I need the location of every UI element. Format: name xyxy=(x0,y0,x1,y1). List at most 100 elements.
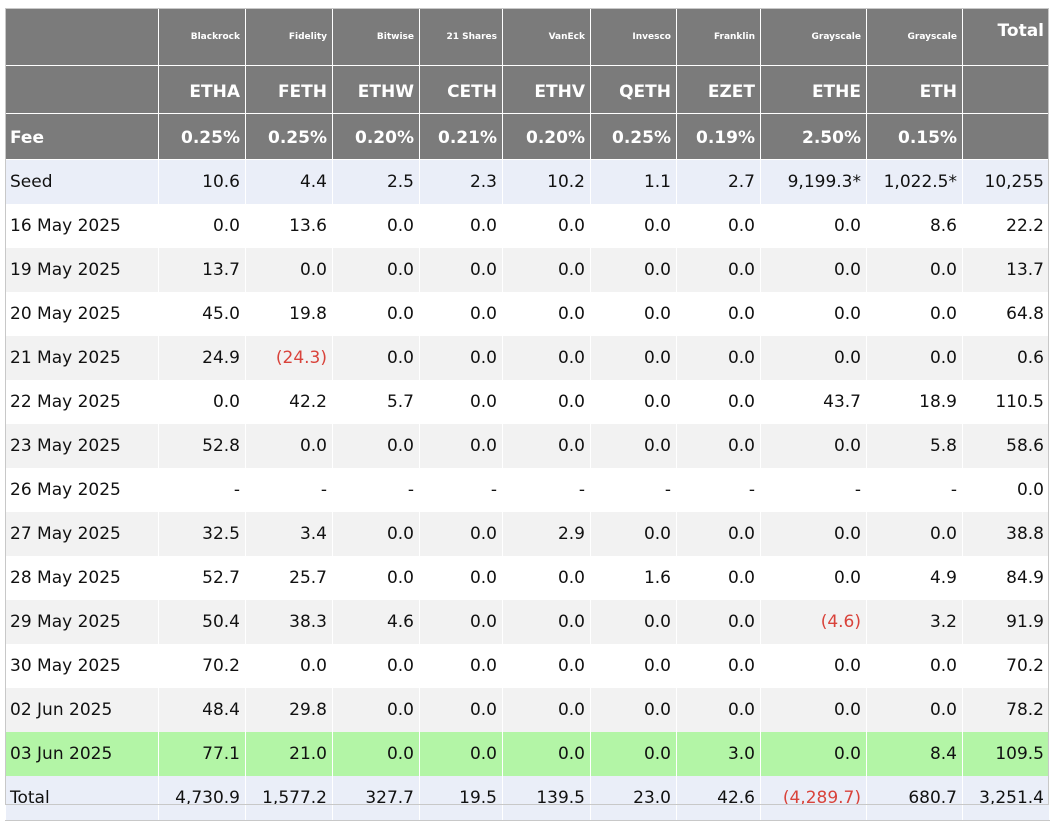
flow-value-cell: 0.0 xyxy=(332,292,420,336)
row-total-cell: 91.9 xyxy=(962,600,1050,644)
row-total-cell: 78.2 xyxy=(962,688,1050,732)
flow-value-cell: 5.8 xyxy=(866,424,963,468)
flow-value-cell: 42.6 xyxy=(676,776,761,821)
flow-value-cell: 0.0 xyxy=(419,292,503,336)
flow-value-cell: 0.0 xyxy=(332,732,420,776)
issuer-name: Bitwise xyxy=(332,8,420,66)
table-row: 21 May 2025 24.9 (24.3) 0.0 0.0 0.0 0.0 0.0 0.0 0… xyxy=(5,336,1050,380)
flow-value-cell: 0.0 xyxy=(502,600,591,644)
flow-value-cell: 50.4 xyxy=(158,600,246,644)
total-row: Total 4,730.9 1,577.2 327.7 19.5 139.5 23.0 42.… xyxy=(5,776,1050,821)
flow-value-cell: (4.6) xyxy=(760,600,867,644)
flow-value-cell: 23.0 xyxy=(590,776,677,821)
row-label: 22 May 2025 xyxy=(5,380,159,424)
fee-value: 0.21% xyxy=(419,113,503,160)
fee-value: 0.25% xyxy=(245,113,333,160)
flow-value-cell: 2.7 xyxy=(676,159,761,204)
row-total-cell: 22.2 xyxy=(962,204,1050,248)
flow-value-cell: 0.0 xyxy=(866,248,963,292)
flow-value-cell: 0.0 xyxy=(332,424,420,468)
flow-value-cell: 2.3 xyxy=(419,159,503,204)
flow-value-cell: 0.0 xyxy=(419,336,503,380)
flow-value-cell: 3.2 xyxy=(866,600,963,644)
flow-value-cell: 38.3 xyxy=(245,600,333,644)
flow-value-cell: 0.0 xyxy=(502,204,591,248)
flow-value-cell: - xyxy=(676,468,761,512)
flow-value-cell: 21.0 xyxy=(245,732,333,776)
flow-value-cell: 0.0 xyxy=(590,248,677,292)
flow-value-cell: 45.0 xyxy=(158,292,246,336)
row-total-cell: 0.0 xyxy=(962,468,1050,512)
flow-value-cell: 0.0 xyxy=(590,204,677,248)
fee-value: 0.25% xyxy=(590,113,677,160)
row-total-cell: 70.2 xyxy=(962,644,1050,688)
flow-value-cell: 8.6 xyxy=(866,204,963,248)
flow-value-cell: 4.9 xyxy=(866,556,963,600)
flow-value-cell: - xyxy=(502,468,591,512)
flow-value-cell: 0.0 xyxy=(158,380,246,424)
issuer-name: Fidelity xyxy=(245,8,333,66)
row-total-cell: 38.8 xyxy=(962,512,1050,556)
ticker-header-row: ETHA FETH ETHW CETH ETHV QETH EZET ETHE … xyxy=(5,65,1050,114)
ticker: ETHE xyxy=(760,65,867,114)
flow-value-cell: 0.0 xyxy=(866,644,963,688)
flow-value-cell: - xyxy=(760,468,867,512)
flow-value-cell: 2.5 xyxy=(332,159,420,204)
fee-value: 2.50% xyxy=(760,113,867,160)
issuer-header-row: Blackrock Fidelity Bitwise 21 Shares Van… xyxy=(5,8,1050,66)
flow-value-cell: 0.0 xyxy=(676,204,761,248)
flow-value-cell: 24.9 xyxy=(158,336,246,380)
flow-value-cell: 0.0 xyxy=(419,204,503,248)
flow-value-cell: 680.7 xyxy=(866,776,963,821)
issuer-name: 21 Shares xyxy=(419,8,503,66)
flow-value-cell: 0.0 xyxy=(332,204,420,248)
row-label: 27 May 2025 xyxy=(5,512,159,556)
table-row: 02 Jun 2025 48.4 29.8 0.0 0.0 0.0 0.0 0.0 0.0 0.0… xyxy=(5,688,1050,732)
flow-value-cell: 0.0 xyxy=(502,688,591,732)
flow-value-cell: 0.0 xyxy=(760,424,867,468)
flow-value-cell: 4.4 xyxy=(245,159,333,204)
flow-value-cell: 18.9 xyxy=(866,380,963,424)
fee-value: 0.25% xyxy=(158,113,246,160)
flow-value-cell: 0.0 xyxy=(590,424,677,468)
flow-value-cell: 0.0 xyxy=(760,732,867,776)
table-row: 16 May 2025 0.0 13.6 0.0 0.0 0.0 0.0 0.0 0.0 8.6 2… xyxy=(5,204,1050,248)
table-row: 28 May 2025 52.7 25.7 0.0 0.0 0.0 1.6 0.0 0.0 4.9… xyxy=(5,556,1050,600)
flow-value-cell: 29.8 xyxy=(245,688,333,732)
fee-value: 0.20% xyxy=(502,113,591,160)
flow-value-cell: 0.0 xyxy=(676,512,761,556)
flow-value-cell: 0.0 xyxy=(676,644,761,688)
flow-value-cell: 0.0 xyxy=(676,380,761,424)
flow-value-cell: 4.6 xyxy=(332,600,420,644)
flow-value-cell: 2.9 xyxy=(502,512,591,556)
flow-value-cell: 0.0 xyxy=(676,336,761,380)
issuer-name: VanEck xyxy=(502,8,591,66)
row-label: 19 May 2025 xyxy=(5,248,159,292)
flow-value-cell: 9,199.3* xyxy=(760,159,867,204)
flow-value-cell: - xyxy=(245,468,333,512)
ticker-header-blank xyxy=(5,65,159,114)
flow-value-cell: 1,022.5* xyxy=(866,159,963,204)
row-label: 21 May 2025 xyxy=(5,336,159,380)
table-row: 30 May 2025 70.2 0.0 0.0 0.0 0.0 0.0 0.0 0.0 0.0 7… xyxy=(5,644,1050,688)
row-total-cell: 64.8 xyxy=(962,292,1050,336)
flow-value-cell: 0.0 xyxy=(332,336,420,380)
row-label: 30 May 2025 xyxy=(5,644,159,688)
flow-value-cell: 0.0 xyxy=(760,512,867,556)
seed-row: Seed 10.6 4.4 2.5 2.3 10.2 1.1 2.7 9,199.3* 1,022… xyxy=(5,159,1050,204)
flow-value-cell: 0.0 xyxy=(590,600,677,644)
flow-value-cell: 0.0 xyxy=(419,380,503,424)
flow-value-cell: 0.0 xyxy=(760,248,867,292)
flow-value-cell: 0.0 xyxy=(676,248,761,292)
flow-value-cell: 0.0 xyxy=(419,600,503,644)
flow-value-cell: 1.6 xyxy=(590,556,677,600)
flow-value-cell: 139.5 xyxy=(502,776,591,821)
ticker: ETH xyxy=(866,65,963,114)
flow-value-cell: 1.1 xyxy=(590,159,677,204)
flow-value-cell: 52.8 xyxy=(158,424,246,468)
row-label: Seed xyxy=(5,159,159,204)
flow-value-cell: 0.0 xyxy=(245,248,333,292)
flow-value-cell: 0.0 xyxy=(158,204,246,248)
flow-value-cell: 13.7 xyxy=(158,248,246,292)
flow-value-cell: 1,577.2 xyxy=(245,776,333,821)
